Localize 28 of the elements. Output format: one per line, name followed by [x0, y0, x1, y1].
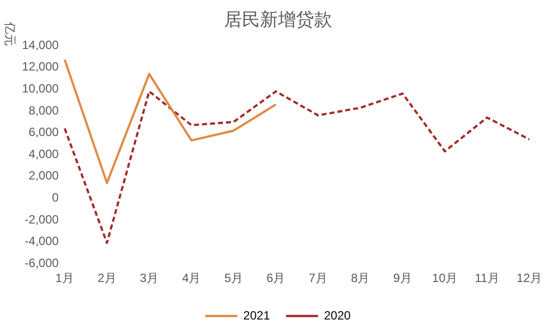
- x-tick-label: 1月: [55, 271, 74, 286]
- y-tick-label: 8,000: [28, 103, 60, 118]
- y-tick-label: 4,000: [28, 146, 60, 161]
- y-tick-label: -6,000: [24, 256, 60, 270]
- y-tick-label: 12,000: [22, 60, 60, 74]
- x-tick-label: 11月: [474, 271, 500, 286]
- x-tick-label: 10月: [432, 271, 458, 286]
- y-tick-label: -4,000: [24, 234, 60, 248]
- x-tick-label: 3月: [140, 271, 159, 286]
- x-tick-label: 8月: [351, 271, 370, 286]
- x-tick-label: 9月: [393, 271, 412, 286]
- y-tick-label: -2,000: [24, 212, 60, 226]
- line-series: [64, 90, 530, 244]
- x-tick-label: 2月: [98, 271, 116, 286]
- y-tick-label: 10,000: [22, 82, 60, 96]
- legend-label: 2021: [243, 308, 270, 322]
- chart-title: 居民新增贷款: [224, 9, 332, 30]
- y-tick-label: 0: [52, 190, 60, 205]
- x-tick-label: 12月: [516, 271, 542, 286]
- x-tick-label: 5月: [224, 271, 243, 286]
- x-tick-label: 7月: [308, 271, 328, 286]
- x-tick-label: 4月: [182, 271, 201, 286]
- y-tick-label: 14,000: [22, 38, 60, 52]
- y-axis-title: 亿元: [2, 21, 17, 46]
- legend-label: 2020: [324, 308, 352, 322]
- y-tick-label: 6,000: [28, 125, 60, 140]
- y-tick-label: 2,000: [28, 168, 60, 183]
- x-tick-label: 6月: [266, 271, 286, 286]
